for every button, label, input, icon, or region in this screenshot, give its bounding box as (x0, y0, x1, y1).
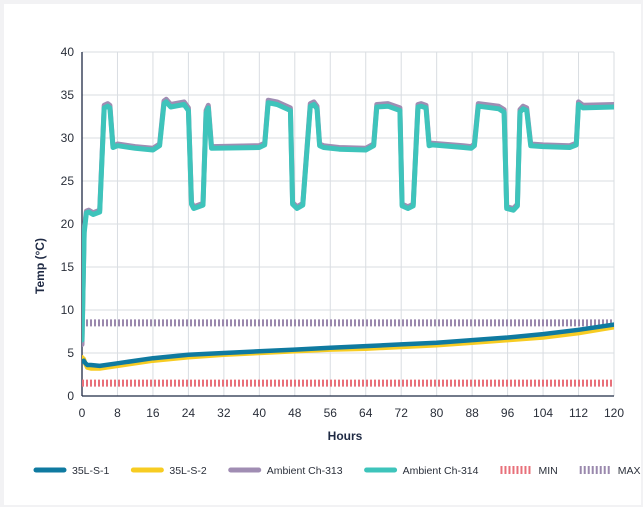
x-axis-title: Hours (328, 429, 363, 443)
x-tick-label: 104 (533, 406, 553, 420)
legend-label: Ambient Ch-314 (403, 465, 479, 477)
series-group (82, 96, 614, 387)
x-tick-label: 56 (324, 406, 338, 420)
legend-item-35l-s-1: 35L-S-1 (33, 465, 110, 477)
legend-label: MAX (618, 465, 641, 477)
y-tick-label: 5 (67, 346, 74, 360)
legend-item-max: MAX (579, 465, 641, 477)
y-tick-label: 35 (61, 88, 75, 102)
x-tick-label: 16 (146, 406, 160, 420)
legend-label: MIN (538, 465, 557, 477)
y-tick-label: 10 (61, 303, 75, 317)
y-tick-label: 40 (61, 45, 75, 59)
y-tick-label: 25 (61, 174, 75, 188)
legend: 35L-S-1 35L-S-2 Ambient Ch-313 Ambient Ch-3… (33, 465, 641, 477)
x-tick-label: 24 (182, 406, 196, 420)
x-tick-label: 40 (253, 406, 267, 420)
x-tick-label: 80 (430, 406, 444, 420)
legend-label: 35L-S-2 (169, 465, 207, 477)
x-tick-label: 0 (79, 406, 86, 420)
series-line-ambient-ch-314 (82, 99, 614, 343)
y-tick-label: 0 (67, 389, 74, 403)
y-tick-label: 30 (61, 131, 75, 145)
series-line-35l-s-1 (82, 322, 614, 369)
x-tick-label: 96 (501, 406, 515, 420)
x-tick-label: 64 (359, 406, 373, 420)
x-tick-label: 32 (217, 406, 231, 420)
x-tick-label: 120 (604, 406, 624, 420)
y-tick-label: 20 (61, 217, 75, 231)
legend-label: 35L-S-1 (72, 465, 110, 477)
chart: 0 5 10 15 20 25 30 35 40 0 8 16 24 32 40 48 56 64 72 80 88 96… (33, 45, 641, 477)
tick-labels: 0 5 10 15 20 25 30 35 40 0 8 16 24 32 40 48 56 64 72 80 88 96… (61, 45, 625, 420)
y-tick-label: 15 (61, 260, 75, 274)
legend-item-ambient-ch-313: Ambient Ch-313 (228, 465, 343, 477)
x-tick-label: 72 (395, 406, 409, 420)
x-tick-label: 112 (569, 406, 588, 420)
legend-item-min: MIN (500, 465, 558, 477)
x-tick-label: 88 (465, 406, 479, 420)
x-tick-label: 8 (114, 406, 121, 420)
legend-item-ambient-ch-314: Ambient Ch-314 (364, 465, 479, 477)
x-tick-label: 48 (288, 406, 302, 420)
y-axis-title: Temp (°C) (33, 238, 47, 294)
legend-item-35l-s-2: 35L-S-2 (130, 465, 207, 477)
legend-label: Ambient Ch-313 (267, 465, 343, 477)
chart-card: 0 5 10 15 20 25 30 35 40 0 8 16 24 32 40 48 56 64 72 80 88 96… (4, 4, 641, 505)
